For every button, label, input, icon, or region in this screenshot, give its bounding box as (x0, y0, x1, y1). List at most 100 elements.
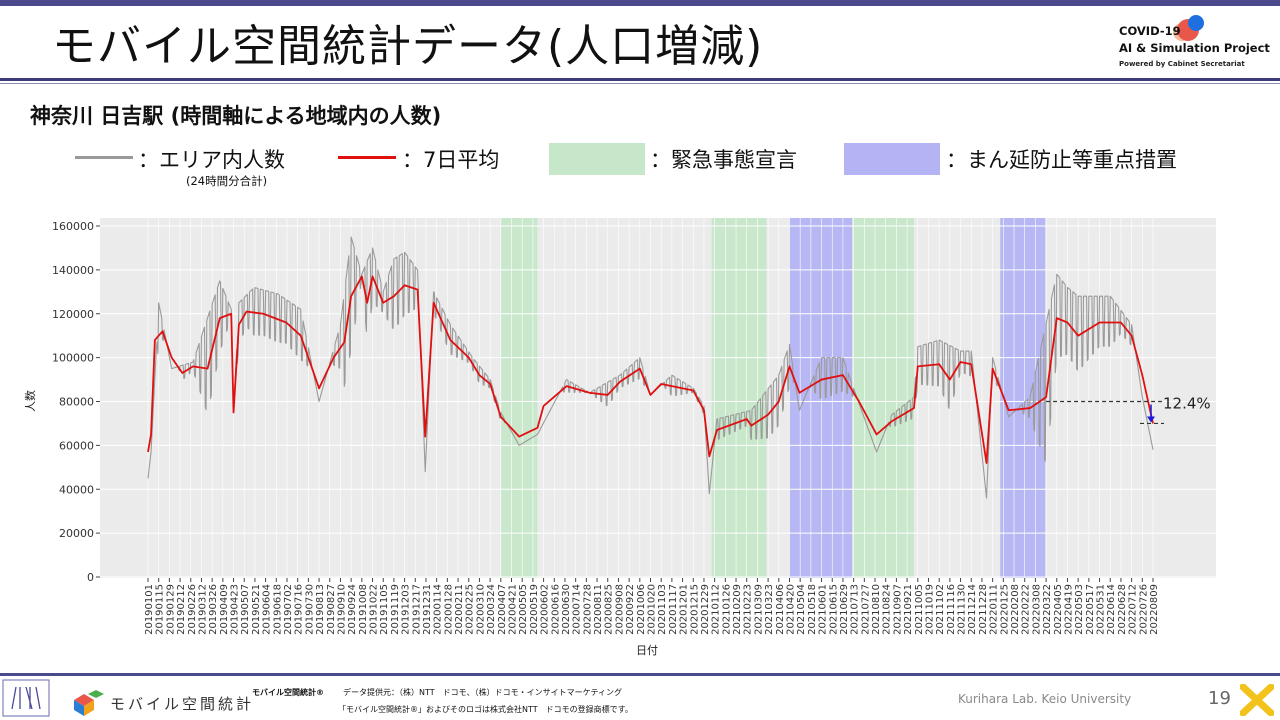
x-tick-label: 20210907 (892, 584, 903, 635)
x-tick-label: 20201229 (700, 584, 711, 635)
x-tick-label: 20210420 (785, 584, 796, 635)
x-tick-label: 20201006 (636, 584, 647, 635)
x-tick-label: 20190521 (251, 584, 262, 635)
title-divider (0, 78, 1280, 81)
x-tick-label: 20191203 (401, 584, 412, 635)
x-tick-label: 20200421 (508, 584, 519, 635)
x-tick-label: 20210921 (903, 584, 914, 635)
x-tick-label: 20201020 (647, 584, 658, 635)
y-tick-label: 100000 (52, 352, 94, 365)
x-axis-label: 日付 (636, 644, 658, 657)
x-tick-label: 20200519 (529, 584, 540, 635)
x-tick-label: 20210601 (818, 584, 829, 635)
x-tick-label: 20211005 (914, 584, 925, 635)
x-tick-label: 20211102 (935, 584, 946, 635)
annotation-label: 12.4% (1163, 395, 1211, 413)
x-tick-label: 20190827 (326, 584, 337, 635)
x-tick-label: 20211130 (957, 584, 968, 635)
x-tick-label: 20210209 (732, 584, 743, 635)
x-tick-label: 20190813 (315, 584, 326, 635)
x-tick-label: 20190129 (165, 584, 176, 635)
x-tick-label: 20200324 (486, 584, 497, 635)
x-tick-label: 20200505 (518, 584, 529, 635)
corner-x-icon (1240, 684, 1274, 716)
y-tick-label: 120000 (52, 308, 94, 321)
x-tick-label: 20220628 (1117, 584, 1128, 635)
page-number: 19 (1208, 688, 1231, 709)
x-tick-label: 20220322 (1042, 584, 1053, 635)
x-axis: 20190101 20190115 20190129 20190212 20190226… (144, 578, 1160, 635)
page-title: モバイル空間統計データ(人口増減) (52, 21, 764, 72)
logo-line2: AI & Simulation Project (1119, 41, 1270, 55)
x-tick-label: 20190423 (230, 584, 241, 635)
x-tick-label: 20220222 (1021, 584, 1032, 635)
x-tick-label: 20200714 (572, 584, 583, 635)
legend-emergency-swatch (549, 143, 645, 175)
logo-line3: Powered by Cabinet Secretariat (1119, 60, 1245, 68)
x-tick-label: 20210518 (807, 584, 818, 635)
x-tick-label: 20190212 (176, 584, 187, 635)
y-tick-label: 0 (87, 571, 94, 584)
x-tick-label: 20200728 (582, 584, 593, 635)
x-tick-label: 20211214 (967, 584, 978, 635)
x-tick-label: 20190115 (155, 584, 166, 635)
period-emergency (852, 218, 914, 578)
x-tick-label: 20210126 (721, 584, 732, 635)
x-tick-label: 20190312 (197, 584, 208, 635)
x-tick-label: 20191008 (358, 584, 369, 635)
annotation-arrow-head (1147, 416, 1155, 423)
x-tick-label: 20190507 (240, 584, 251, 635)
x-tick-label: 20190702 (283, 584, 294, 635)
x-tick-label: 20220111 (989, 584, 1000, 635)
period-emergency (711, 218, 767, 578)
avg-series-line (147, 275, 1154, 464)
x-tick-label: 20200602 (540, 584, 551, 635)
x-tick-label: 20201201 (679, 584, 690, 635)
population-chart: 12.4% 0 20000 40000 60000 80000 100000 120000 1… (24, 218, 1216, 657)
x-tick-label: 20201117 (668, 584, 679, 635)
legend-raw-note: (24時間分合計) (186, 174, 268, 188)
x-tick-label: 20210615 (828, 584, 839, 635)
footer-brand: モバイル空間統計 (110, 695, 255, 713)
footer-registered: モバイル空間統計® (252, 688, 324, 697)
x-tick-label: 20200908 (614, 584, 625, 635)
lab-credit: Kurihara Lab. Keio University (958, 692, 1132, 706)
x-tick-label: 20210629 (839, 584, 850, 635)
x-tick-label: 20210824 (882, 584, 893, 635)
y-tick-label: 140000 (52, 264, 94, 277)
avg-series-layer (147, 275, 1154, 464)
x-tick-label: 20210810 (871, 584, 882, 635)
plot-background (100, 218, 1216, 578)
x-tick-label: 20191119 (390, 584, 401, 635)
y-tick-label: 80000 (59, 396, 94, 409)
x-tick-label: 20210504 (796, 584, 807, 635)
x-tick-label: 20220531 (1096, 584, 1107, 635)
x-tick-label: 20220809 (1149, 584, 1160, 635)
grid-layer (100, 218, 1216, 578)
x-tick-label: 20210309 (753, 584, 764, 635)
legend-avg-swatch (338, 156, 396, 159)
x-tick-label: 20200114 (433, 584, 444, 635)
x-tick-label: 20210223 (743, 584, 754, 635)
x-tick-label: 20190326 (208, 584, 219, 635)
top-accent-bar (0, 0, 1280, 6)
x-tick-label: 20211019 (924, 584, 935, 635)
legend-quasi-swatch (844, 143, 940, 175)
lab-logo-icon (2, 679, 50, 717)
x-tick-label: 20201215 (689, 584, 700, 635)
y-axis-label: 人数 (24, 390, 37, 412)
x-tick-label: 20200225 (465, 584, 476, 635)
period-emergency (500, 218, 538, 578)
x-tick-label: 20200616 (550, 584, 561, 635)
x-tick-label: 20200211 (454, 584, 465, 635)
x-tick-label: 20190226 (187, 584, 198, 635)
project-logo-icon (1173, 15, 1204, 41)
x-tick-label: 20191105 (379, 584, 390, 635)
x-tick-label: 20210112 (711, 584, 722, 635)
y-tick-label: 40000 (59, 483, 94, 496)
x-tick-label: 20200630 (561, 584, 572, 635)
x-tick-label: 20210406 (775, 584, 786, 635)
x-tick-label: 20220503 (1074, 584, 1085, 635)
chart-subtitle: 神奈川 日吉駅 (時間軸による地域内の人数) (30, 104, 442, 128)
x-tick-label: 20220614 (1106, 584, 1117, 635)
